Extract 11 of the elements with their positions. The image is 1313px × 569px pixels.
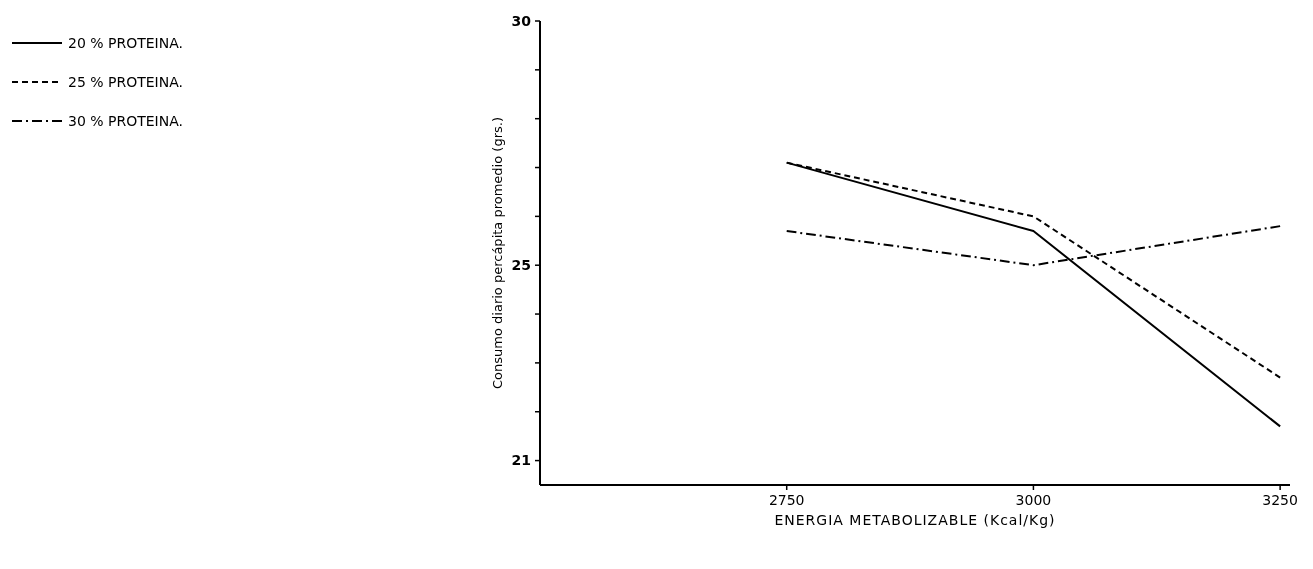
legend-label: 20 % PROTEINA.	[68, 34, 183, 51]
legend-label: 25 % PROTEINA.	[68, 73, 183, 90]
x-tick-label: 2750	[768, 492, 805, 508]
x-tick-label: 3000	[1015, 492, 1052, 508]
y-tick-label: 25	[511, 257, 531, 274]
x-axis-title: ENERGIA METABOLIZABLE (Kcal/Kg)	[774, 512, 1056, 528]
y-axis-title: Consumo diario percápita promedio (grs.)	[490, 117, 505, 389]
y-tick-label: 30	[511, 12, 532, 29]
legend-label: 30 % PROTEINA.	[68, 112, 183, 129]
y-tick-label: 21	[511, 452, 531, 469]
x-tick-label: 3250	[1262, 492, 1298, 508]
